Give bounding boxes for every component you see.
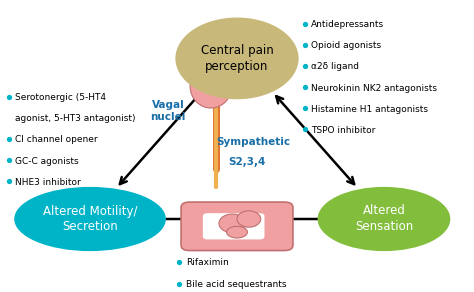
Ellipse shape [237, 211, 261, 227]
Ellipse shape [318, 187, 450, 251]
Text: Vagal
nuclei: Vagal nuclei [151, 100, 186, 122]
Text: α2δ ligand: α2δ ligand [311, 62, 359, 72]
Ellipse shape [175, 18, 299, 99]
Text: Antidepressants: Antidepressants [311, 20, 384, 29]
Text: Altered
Sensation: Altered Sensation [355, 204, 413, 234]
Ellipse shape [190, 64, 232, 108]
Text: GC-C agonists: GC-C agonists [15, 157, 79, 166]
Text: S2,3,4: S2,3,4 [228, 157, 265, 167]
Text: Cl channel opener: Cl channel opener [15, 135, 98, 145]
Ellipse shape [227, 226, 247, 238]
FancyBboxPatch shape [203, 213, 264, 239]
Text: Opioid agonists: Opioid agonists [311, 41, 382, 51]
Text: Neurokinin NK2 antagonists: Neurokinin NK2 antagonists [311, 84, 438, 93]
Text: Central pain
perception: Central pain perception [201, 44, 273, 73]
FancyBboxPatch shape [181, 202, 293, 251]
Text: NHE3 inhibitor: NHE3 inhibitor [15, 178, 81, 187]
Text: Histamine H1 antagonists: Histamine H1 antagonists [311, 105, 428, 114]
Ellipse shape [14, 187, 166, 251]
Text: Altered Motility/
Secretion: Altered Motility/ Secretion [43, 204, 137, 234]
Text: Serotonergic (5-HT4: Serotonergic (5-HT4 [15, 93, 106, 102]
Text: Bile acid sequestrants: Bile acid sequestrants [186, 280, 286, 289]
Text: agonist, 5-HT3 antagonist): agonist, 5-HT3 antagonist) [15, 114, 136, 124]
Text: Rifaximin: Rifaximin [186, 258, 228, 267]
Ellipse shape [202, 74, 227, 92]
Text: TSPO inhibitor: TSPO inhibitor [311, 126, 376, 135]
Text: Sympathetic: Sympathetic [217, 137, 291, 147]
Ellipse shape [219, 214, 246, 233]
